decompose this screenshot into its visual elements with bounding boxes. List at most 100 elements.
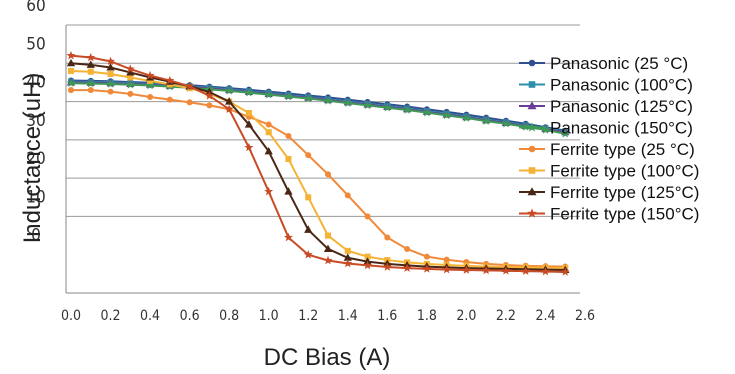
data-point bbox=[528, 167, 536, 174]
series-group bbox=[66, 50, 570, 276]
y-tick-label: 20 bbox=[26, 149, 45, 169]
data-point bbox=[224, 86, 234, 95]
legend-label: Ferrite type (125°C) bbox=[550, 183, 699, 202]
series-line bbox=[71, 89, 566, 268]
legend-label: Panasonic (25 °C) bbox=[550, 54, 688, 73]
data-point bbox=[185, 81, 195, 91]
data-point bbox=[127, 74, 134, 81]
data-point bbox=[344, 247, 351, 254]
legend-entry: Panasonic (125°C) bbox=[519, 97, 693, 116]
data-point bbox=[501, 119, 511, 128]
x-tick-label: 2.4 bbox=[535, 308, 555, 324]
data-point bbox=[527, 101, 537, 110]
series-3 bbox=[66, 78, 570, 136]
data-point bbox=[501, 266, 511, 275]
series-2 bbox=[67, 78, 569, 135]
data-point bbox=[481, 116, 491, 125]
data-point bbox=[541, 125, 550, 134]
tick-labels: 0 10 20 30 40 50 60 0.0 0.2 0.4 0.6 0.8 1.0 1.2 1.4 1.6… bbox=[26, 0, 595, 324]
data-point bbox=[305, 194, 312, 201]
data-point bbox=[527, 208, 537, 218]
data-point bbox=[324, 232, 332, 239]
legend-entry: Ferrite type (125°C) bbox=[519, 183, 699, 202]
data-point bbox=[86, 60, 95, 68]
x-tick-label: 0.2 bbox=[101, 308, 121, 324]
x-tick-label: 1.0 bbox=[259, 308, 279, 324]
data-point bbox=[244, 120, 254, 128]
data-point bbox=[284, 187, 293, 195]
data-point bbox=[384, 234, 391, 241]
data-point bbox=[363, 260, 372, 270]
x-tick-label: 0.4 bbox=[140, 308, 160, 324]
x-tick-label: 1.6 bbox=[377, 308, 397, 324]
data-point bbox=[147, 93, 154, 101]
data-point bbox=[166, 96, 173, 103]
data-point bbox=[323, 96, 333, 105]
data-point bbox=[442, 110, 452, 120]
data-point bbox=[265, 121, 272, 128]
data-point bbox=[527, 187, 537, 196]
data-point bbox=[225, 97, 234, 105]
data-point bbox=[86, 78, 96, 88]
data-point bbox=[528, 81, 536, 88]
legend-label: Panasonic (150°C) bbox=[550, 119, 693, 138]
data-point bbox=[560, 267, 570, 276]
data-point bbox=[264, 186, 274, 196]
data-point bbox=[86, 52, 96, 62]
legend-label: Ferrite type (25 °C) bbox=[550, 140, 695, 159]
legend: Panasonic (25 °C) Panasonic (100°C) Panaso… bbox=[519, 54, 699, 224]
series-line bbox=[70, 82, 566, 135]
series-line bbox=[70, 80, 566, 133]
legend-entry: Ferrite type (100°C) bbox=[519, 162, 699, 181]
legend-label: Ferrite type (100°C) bbox=[550, 162, 699, 181]
data-point bbox=[461, 113, 471, 122]
data-point bbox=[382, 262, 392, 271]
data-point bbox=[304, 225, 313, 233]
grid-lines bbox=[66, 24, 580, 217]
data-point bbox=[66, 50, 76, 60]
series-line bbox=[70, 81, 566, 134]
data-point bbox=[107, 88, 114, 95]
data-point bbox=[107, 70, 114, 78]
data-point bbox=[106, 63, 115, 71]
x-tick-label: 0.0 bbox=[61, 308, 81, 324]
data-point bbox=[363, 100, 372, 110]
x-tick-label: 0.8 bbox=[219, 308, 239, 324]
data-point bbox=[343, 98, 353, 107]
data-point bbox=[443, 256, 450, 263]
series-4 bbox=[66, 78, 570, 138]
data-point bbox=[527, 122, 537, 132]
y-tick-label: 0 bbox=[31, 226, 41, 246]
data-point bbox=[125, 80, 135, 89]
data-point bbox=[481, 265, 491, 275]
data-point bbox=[541, 266, 550, 276]
series-8 bbox=[66, 50, 570, 276]
legend-entry: Panasonic (100°C) bbox=[519, 76, 693, 95]
data-point bbox=[382, 103, 392, 112]
data-point bbox=[528, 59, 536, 67]
data-point bbox=[402, 263, 412, 272]
y-tick-label: 60 bbox=[26, 0, 45, 16]
data-point bbox=[521, 266, 531, 275]
y-tick-label: 30 bbox=[26, 111, 45, 131]
series-line bbox=[70, 54, 566, 273]
data-point bbox=[422, 264, 432, 273]
data-point bbox=[204, 91, 214, 100]
data-point bbox=[285, 155, 292, 163]
data-point bbox=[127, 90, 134, 97]
data-point bbox=[402, 105, 412, 114]
y-tick-label: 10 bbox=[26, 187, 45, 207]
data-point bbox=[323, 244, 333, 252]
data-point bbox=[284, 232, 293, 242]
data-point bbox=[244, 88, 254, 97]
data-point bbox=[560, 129, 570, 138]
data-point bbox=[442, 264, 452, 274]
x-tick-label: 1.8 bbox=[417, 308, 437, 324]
data-point bbox=[344, 192, 351, 199]
data-point bbox=[66, 58, 76, 67]
data-point bbox=[186, 99, 193, 106]
data-point bbox=[303, 93, 313, 103]
data-point bbox=[265, 129, 272, 136]
data-point bbox=[324, 171, 332, 178]
